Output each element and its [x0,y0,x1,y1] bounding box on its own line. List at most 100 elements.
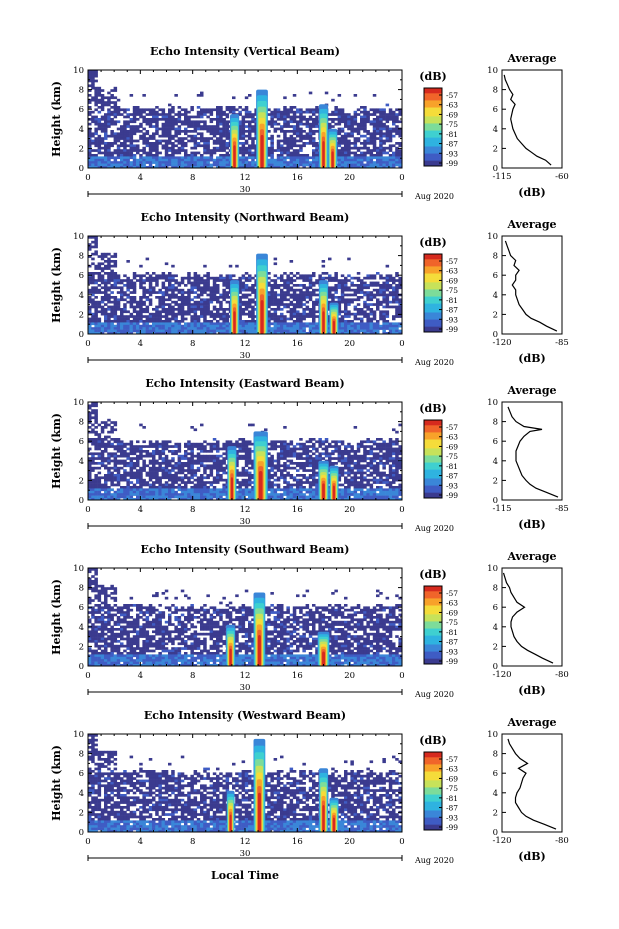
heatmap-cell [206,142,210,145]
heatmap-cell [100,127,105,131]
heatmap-cell [174,324,178,328]
heatmap-cell [340,315,345,318]
heatmap-cell [180,158,185,162]
heatmap-cell [94,426,98,429]
heatmap-cell [171,284,175,287]
heatmap-cell [212,298,217,302]
heatmap-cell [142,327,146,330]
heatmap-cell [148,303,153,306]
heatmap-cell [238,125,242,128]
heatmap-cell [305,300,310,304]
heatmap-cell [164,274,169,278]
heatmap-cell [372,317,377,321]
heatmap-cell [238,320,242,323]
colorbar-swatch [424,134,442,137]
heatmap-cell [203,327,207,330]
heatmap-cell [94,452,98,456]
heatmap-cell [283,115,287,119]
heatmap-cell [88,274,92,278]
heatmap-cell [369,137,374,140]
heatmap-cell [129,284,134,287]
heatmap-cell [347,329,351,333]
heatmap-cell [222,110,226,114]
profile-y-tick-label: 10 [487,232,498,242]
heatmap-cell [398,305,402,309]
heatmap-cell [129,322,134,326]
heatmap-cell [360,156,364,160]
heatmap-cell [139,312,143,316]
heatmap-cell [315,279,319,282]
heatmap-cell [168,139,172,143]
heatmap-cell [219,158,223,162]
heatmap-cell [315,115,319,119]
heatmap-cell [161,158,166,162]
heatmap-cell [308,108,313,112]
heatmap-cell [152,450,156,453]
heatmap-cell [180,305,185,309]
heatmap-cell [200,298,204,302]
heatmap-cell [200,310,204,314]
heatmap-cell [216,288,220,292]
heatmap-cell [286,130,290,133]
heatmap-cell [148,442,153,446]
heatmap-cell [299,322,303,326]
heatmap-cell [382,288,386,292]
heatmap-cell [104,310,108,314]
heatmap-cell [107,156,111,160]
heatmap-cell [203,274,207,278]
heatmap-cell [356,122,361,126]
heatmap-cell [222,142,226,145]
heatmap-cell [132,139,137,143]
heatmap-cell [91,118,95,121]
heatmap-cell [280,329,284,333]
heatmap-cell [158,288,162,292]
heatmap-cell [174,281,178,285]
heatmap-cell [158,139,162,143]
heatmap-cell [161,308,166,311]
heatmap-cell [126,130,130,133]
heatmap-cell [88,305,92,309]
heatmap-cell [328,286,332,290]
heatmap-cell [152,483,156,487]
heatmap-cell [184,276,188,280]
heatmap-cell [353,308,358,311]
heatmap-cell [350,298,354,302]
heatmap-cell [126,457,130,460]
heatmap-cell [145,310,150,314]
heatmap-cell [289,166,294,168]
heatmap-cell [126,474,130,477]
date-label: Aug 2020 [414,192,454,201]
heatmap-cell [251,329,255,333]
heatmap-cell [289,317,294,321]
heatmap-cell [107,300,111,304]
heatmap-cell [155,445,159,448]
heatmap-cell [296,303,300,306]
heatmap-cell [238,149,242,152]
heatmap-cell [94,404,98,408]
heatmap-cell [296,320,300,323]
heatmap-cell [283,108,287,112]
heatmap-cell [113,454,118,458]
heatmap-cell [296,149,300,152]
heatmap-cell [385,163,390,167]
heatmap-cell [193,146,198,150]
heatmap-cell [212,281,217,285]
heatmap-cell [347,320,351,323]
heatmap-cell [184,303,188,306]
heatmap-cell [369,108,374,112]
heatmap-cell [225,137,230,140]
heatmap-cell [203,291,207,294]
heatmap-cell [110,101,114,104]
heatmap-cell [100,252,105,256]
heatmap-cell [120,488,124,492]
heatmap-cell [196,288,201,292]
heatmap-cell [145,454,150,458]
heatmap-cell [180,303,185,306]
heatmap-cell [292,324,297,328]
heatmap-cell [158,310,162,314]
heatmap-cell [251,161,255,164]
heatmap-cell [369,113,374,116]
heatmap-cell [196,274,201,278]
heatmap-cell [104,125,108,128]
heatmap-cell [168,161,172,164]
